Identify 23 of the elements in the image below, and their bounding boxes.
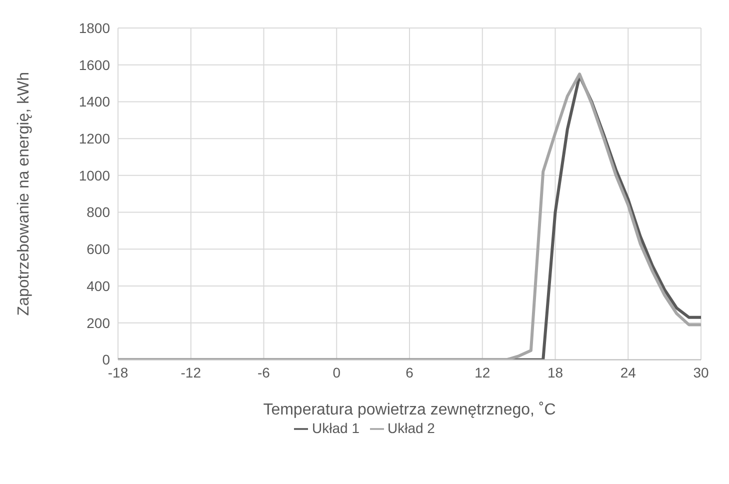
legend-label: Układ 2 — [388, 420, 435, 436]
y-tick-label: 800 — [86, 204, 110, 220]
y-tick-label: 1600 — [78, 56, 110, 73]
y-tick-label: 1800 — [78, 20, 110, 36]
y-tick-label: 1400 — [78, 94, 110, 110]
y-tick-label: 0 — [102, 352, 110, 368]
x-tick-label: 30 — [693, 364, 709, 381]
x-tick-label: -18 — [108, 364, 128, 381]
y-tick-label: 200 — [86, 314, 110, 331]
y-tick-label: 600 — [86, 241, 110, 258]
x-tick-label: -6 — [258, 364, 270, 381]
y-tick-label: 1000 — [78, 167, 110, 184]
x-tick-label: 0 — [332, 364, 341, 381]
x-axis-title: Temperatura powietrza zewnętrznego, ˚C — [263, 402, 556, 419]
x-tick-label: 24 — [620, 364, 636, 381]
x-tick-label: 18 — [547, 364, 564, 381]
y-tick-label: 400 — [86, 278, 110, 294]
y-axis-title: Zapotrzebowanie na energię, kWh — [16, 72, 33, 316]
legend-label: Układ 1 — [312, 420, 360, 436]
y-tick-label: 1200 — [78, 130, 110, 147]
x-tick-label: -12 — [180, 364, 202, 381]
x-tick-label: 12 — [474, 364, 490, 381]
x-tick-label: 6 — [406, 364, 414, 381]
